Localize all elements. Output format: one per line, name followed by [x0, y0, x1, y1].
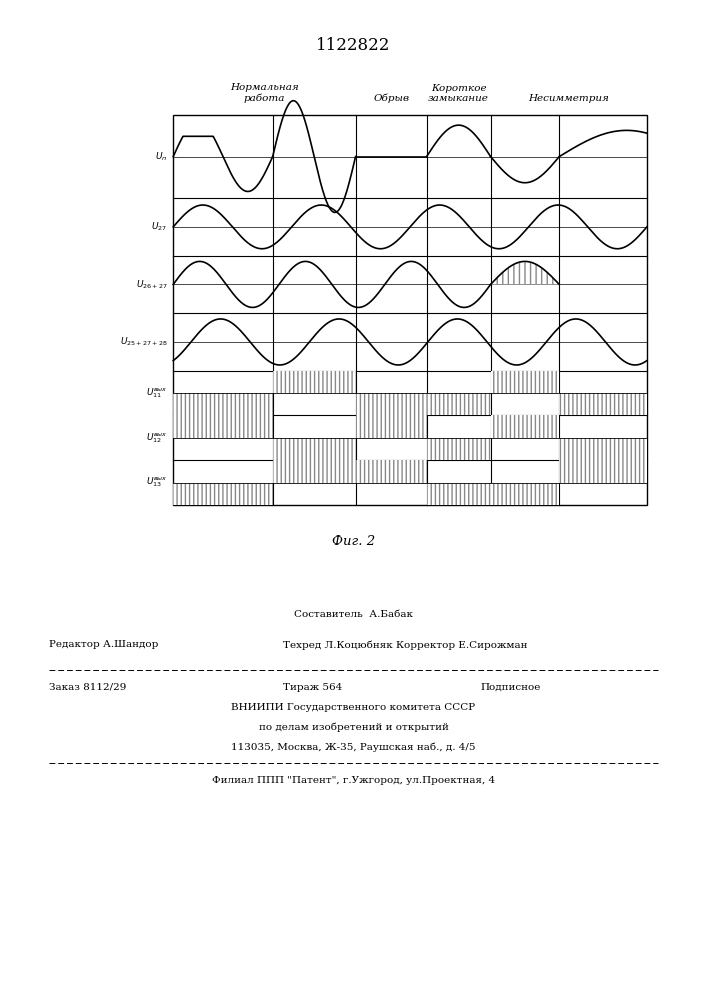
Bar — [559, 460, 647, 483]
Text: Заказ 8112/29: Заказ 8112/29 — [49, 683, 127, 692]
Bar — [491, 415, 559, 438]
Text: 1122822: 1122822 — [316, 36, 391, 53]
Text: Короткое
замыкание: Короткое замыкание — [428, 84, 489, 103]
Text: Нормальная
работа: Нормальная работа — [230, 83, 299, 103]
Bar — [426, 393, 491, 415]
Text: $U_{27}$: $U_{27}$ — [151, 221, 168, 233]
Bar — [426, 438, 491, 460]
Text: Филиал ППП "Патент", г.Ужгород, ул.Проектная, 4: Филиал ППП "Патент", г.Ужгород, ул.Проек… — [212, 776, 495, 785]
Bar — [173, 483, 273, 505]
Text: $U_{26+27}$: $U_{26+27}$ — [136, 278, 168, 291]
Text: $U^{вых}_{13}$: $U^{вых}_{13}$ — [146, 476, 168, 489]
Text: Обрыв: Обрыв — [373, 94, 409, 103]
Text: Подписное: Подписное — [481, 683, 541, 692]
Bar — [559, 438, 647, 460]
Text: по делам изобретений и открытий: по делам изобретений и открытий — [259, 723, 448, 732]
Bar — [491, 371, 559, 393]
Text: 113035, Москва, Ж-35, Раушская наб., д. 4/5: 113035, Москва, Ж-35, Раушская наб., д. … — [231, 743, 476, 752]
Text: $U_п$: $U_п$ — [155, 150, 168, 163]
Text: Фиг. 2: Фиг. 2 — [332, 535, 375, 548]
Bar — [273, 438, 356, 460]
Text: Редактор А.Шандор: Редактор А.Шандор — [49, 640, 159, 649]
Bar — [273, 371, 356, 393]
Bar — [273, 460, 356, 483]
Bar — [356, 460, 426, 483]
Bar — [491, 483, 559, 505]
Text: Составитель  А.Бабак: Составитель А.Бабак — [294, 610, 413, 619]
Text: Несимметрия: Несимметрия — [528, 94, 609, 103]
Text: Тираж 564: Тираж 564 — [283, 683, 342, 692]
Bar — [559, 393, 647, 415]
Bar — [426, 483, 491, 505]
Text: Техред Л.Коцюбняк Корректор Е.Сирожман: Техред Л.Коцюбняк Корректор Е.Сирожман — [283, 640, 527, 650]
Bar — [356, 415, 426, 438]
Text: $U^{вых}_{12}$: $U^{вых}_{12}$ — [146, 431, 168, 445]
Bar — [173, 393, 273, 415]
Bar — [356, 393, 426, 415]
Text: $U^{вых}_{11}$: $U^{вых}_{11}$ — [146, 386, 168, 400]
Bar — [173, 415, 273, 438]
Text: ВНИИПИ Государственного комитета СССР: ВНИИПИ Государственного комитета СССР — [231, 703, 476, 712]
Text: $U_{25+27+28}$: $U_{25+27+28}$ — [120, 336, 168, 348]
Bar — [173, 115, 647, 505]
